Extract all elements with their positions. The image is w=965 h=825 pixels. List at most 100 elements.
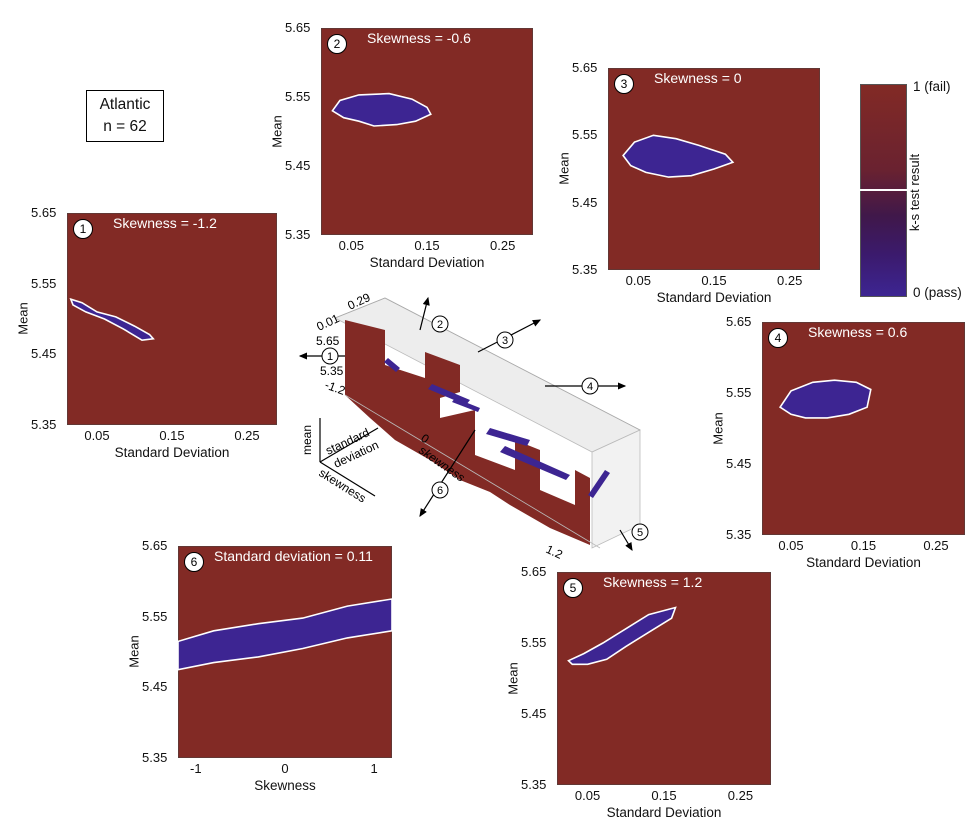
- cube-mean-low-label: 5.35: [320, 364, 344, 378]
- plot-area: [762, 322, 965, 535]
- x-tick-label: 0.05: [778, 538, 804, 553]
- y-tick-label: 5.55: [572, 127, 598, 143]
- x-axis-label: Skewness: [254, 778, 316, 793]
- x-tick-label: 0.15: [414, 238, 440, 253]
- x-tick-label: 0.25: [923, 538, 949, 553]
- pass-region: [567, 606, 677, 666]
- pass-region: [331, 92, 432, 127]
- x-tick-label: 0.05: [338, 238, 364, 253]
- panel-title: Skewness = -1.2: [113, 215, 217, 231]
- cube-pass-streak-4: [486, 428, 530, 446]
- y-tick-label: 5.35: [726, 527, 752, 542]
- pass-region-svg: [69, 297, 155, 342]
- y-tick-label: 5.65: [726, 314, 752, 329]
- plot-area: [557, 572, 771, 785]
- x-tick-label: 0.15: [850, 538, 877, 553]
- x-axis-label: Standard Deviation: [369, 255, 485, 270]
- panel-title: Standard deviation = 0.11: [214, 548, 373, 564]
- y-tick-label: 5.35: [285, 227, 311, 242]
- panel-number-badge: 1: [73, 219, 93, 239]
- plot-area: [67, 213, 277, 425]
- panel-title: Skewness = 0: [654, 70, 742, 86]
- colorbar-bottom-label: 0 (pass): [913, 285, 962, 300]
- x-tick-label: 0.05: [574, 788, 601, 803]
- x-axis-label: Standard Deviation: [806, 555, 921, 570]
- x-tick-label: -1: [190, 761, 202, 776]
- x-tick-label: 0.25: [777, 273, 803, 288]
- pass-region-svg: [567, 606, 677, 666]
- y-tick-label: 5.45: [142, 679, 168, 695]
- cube-marker-4: 4: [581, 377, 599, 395]
- colorbar-top-label: 1 (fail): [913, 79, 951, 94]
- pass-region-svg: [778, 379, 872, 419]
- orientation-mean-label: mean: [300, 425, 314, 455]
- dataset-info-box: Atlantic n = 62: [86, 90, 164, 142]
- y-tick-label: 5.35: [572, 262, 598, 277]
- y-tick-label: 5.65: [572, 60, 598, 75]
- heatmap-panel-5: 5 Skewness = 1.2 5.65 5.55 5.45 5.35 0.05 0.15 0…: [506, 564, 771, 820]
- y-tick-label: 5.45: [572, 194, 598, 210]
- panel-number-badge: 5: [563, 578, 583, 598]
- svg-text:3: 3: [502, 335, 508, 347]
- y-tick-label: 5.55: [31, 275, 57, 291]
- y-tick-label: 5.35: [521, 777, 547, 792]
- pass-region: [178, 598, 392, 671]
- cube-pass-streak-2: [428, 384, 470, 405]
- cube-pass-streak-3: [452, 398, 480, 412]
- sample-size: n = 62: [103, 118, 147, 135]
- cube-sd-low-label: 0.01: [314, 311, 341, 334]
- x-tick-label: 0.15: [159, 428, 185, 443]
- cube-pass-streak-1: [384, 358, 400, 372]
- x-tick-label: 0.05: [84, 428, 110, 443]
- svg-text:4: 4: [587, 381, 593, 393]
- panel-number-badge: 4: [768, 328, 788, 348]
- pass-region-svg: [331, 92, 432, 127]
- y-tick-label: 5.55: [285, 89, 311, 104]
- cube-skew-high-label: 1.2: [544, 542, 565, 562]
- panel-number-badge: 3: [614, 74, 634, 94]
- y-tick-label: 5.35: [31, 417, 57, 432]
- svg-text:2: 2: [437, 319, 443, 331]
- panel-title: Skewness = -0.6: [367, 30, 471, 46]
- pass-region-svg: [622, 134, 735, 178]
- y-tick-label: 5.55: [142, 608, 168, 624]
- heatmap-panel-2: 2 Skewness = -0.6 5.65 5.55 5.45 5.35 0.05 0.15…: [270, 20, 533, 270]
- x-tick-label: 0.15: [651, 788, 677, 803]
- pass-region-svg: [178, 598, 392, 671]
- y-tick-label: 5.65: [31, 205, 57, 220]
- heatmap-panel-1: 1 Skewness = -1.2 5.65 5.55 5.45 5.35 0.05 0.15…: [16, 205, 277, 460]
- svg-text:6: 6: [437, 485, 443, 497]
- x-axis-label: Standard Deviation: [606, 805, 722, 820]
- y-tick-label: 5.65: [142, 538, 168, 553]
- cube-marker-1: 1: [321, 347, 339, 365]
- pass-region: [778, 379, 872, 419]
- x-tick-label: 0.15: [701, 273, 727, 288]
- svg-text:5: 5: [637, 527, 643, 539]
- heatmap-panel-6: 6 Standard deviation = 0.11 5.65 5.55 5.45 5.…: [127, 538, 392, 793]
- cube-mean-high-label: 5.65: [316, 334, 340, 348]
- panel-title: Skewness = 0.6: [808, 324, 908, 340]
- cube-red-slices: [345, 320, 590, 545]
- colorbar: [860, 84, 907, 297]
- x-tick-label: 0.25: [490, 238, 516, 253]
- plot-area: [321, 28, 533, 235]
- svg-text:1: 1: [327, 351, 333, 363]
- cube-pass-streak-6: [588, 470, 610, 498]
- y-tick-label: 5.35: [142, 750, 168, 765]
- x-tick-label: 0: [281, 761, 289, 776]
- panel-title: Skewness = 1.2: [603, 574, 703, 590]
- y-tick-label: 5.45: [726, 456, 752, 471]
- cube-marker-6: 6: [431, 481, 449, 499]
- cube-marker-3: 3: [496, 331, 514, 349]
- pass-region: [622, 134, 735, 178]
- y-tick-label: 5.45: [285, 158, 311, 173]
- cube-skew-low-label: -1.2: [323, 378, 348, 398]
- dataset-name: Atlantic: [99, 96, 151, 113]
- pass-region: [69, 297, 155, 342]
- y-tick-label: 5.65: [285, 20, 311, 35]
- x-tick-label: 0.05: [625, 273, 651, 288]
- cube-pass-streak-5: [500, 446, 570, 480]
- panel-number-badge: 6: [184, 552, 204, 572]
- colorbar-threshold-line: [860, 189, 907, 191]
